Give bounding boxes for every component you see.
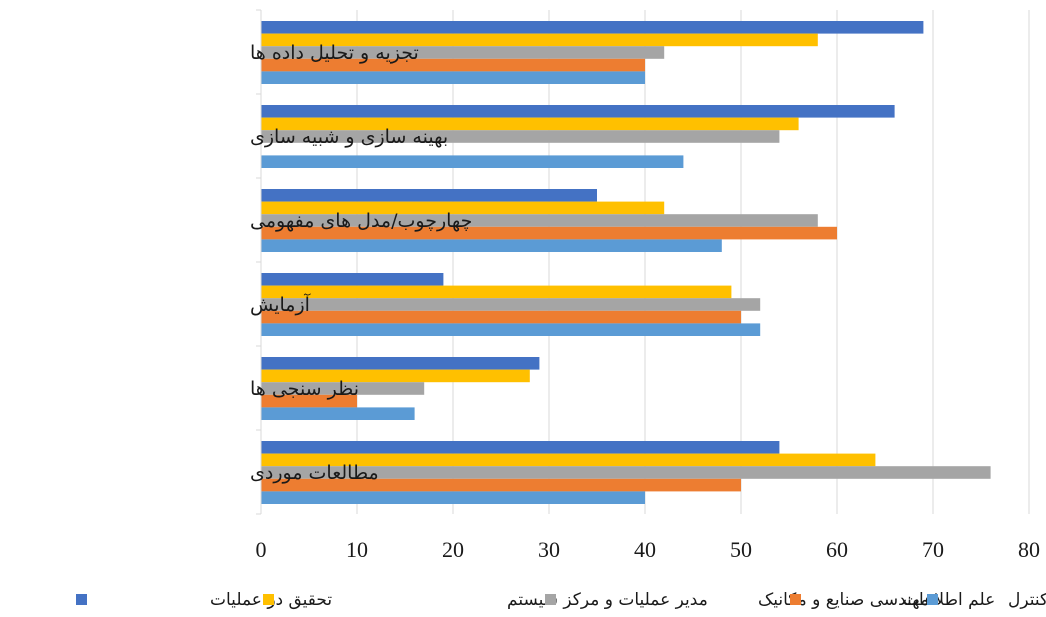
bar (261, 285, 732, 299)
category-label: آزمایش (250, 292, 311, 316)
legend-label: کنترل (1008, 590, 1046, 610)
bar (261, 323, 761, 336)
legend-swatch (790, 594, 801, 605)
category-axis (256, 9, 262, 515)
legend-label: علم اطلاعات (903, 590, 995, 610)
bar (261, 239, 722, 252)
bar (261, 58, 645, 72)
bar (261, 369, 530, 383)
bar (261, 491, 645, 504)
bar (261, 117, 799, 131)
legend-swatch (927, 594, 938, 605)
x-tick-label: 80 (1018, 537, 1040, 562)
bar (261, 105, 895, 118)
bar (261, 453, 876, 467)
x-tick-label: 50 (730, 537, 752, 562)
bar (261, 357, 540, 370)
bar (261, 466, 991, 479)
bar (261, 298, 761, 311)
x-tick-label: 30 (538, 537, 560, 562)
category-labels: تجزیه و تحلیل داده ها بهینه سازی و شبیه س… (250, 42, 472, 484)
bar (261, 394, 357, 408)
bar (261, 33, 818, 47)
bar (261, 478, 741, 492)
bar (261, 441, 780, 454)
bar (261, 71, 645, 84)
legend-swatch (76, 594, 87, 605)
x-tick-label: 70 (922, 537, 944, 562)
category-label: بهینه سازی و شبیه سازی (250, 126, 448, 148)
bar (261, 226, 837, 240)
x-tick-label: 20 (442, 537, 464, 562)
bar (261, 201, 665, 215)
legend: تحقیق در عملیات مدیر عملیات و مرکز سیستم م… (76, 590, 1046, 610)
legend-swatch (545, 594, 556, 605)
x-tick-label: 60 (826, 537, 848, 562)
grid-lines (356, 10, 1030, 514)
bar (261, 189, 597, 202)
x-tick-labels: 0 10 20 30 40 50 60 70 80 (256, 537, 1041, 562)
bar (261, 310, 741, 324)
bar (261, 46, 665, 59)
bar (261, 273, 444, 286)
category-label: تجزیه و تحلیل داده ها (250, 42, 419, 64)
bar (261, 21, 924, 34)
x-tick-label: 10 (346, 537, 368, 562)
legend-swatch (263, 594, 274, 605)
bar (261, 382, 425, 395)
legend-label: مدیر عملیات و مرکز سیستم (507, 590, 708, 610)
bar (261, 155, 684, 168)
bar (261, 130, 780, 143)
category-label: مطالعات موردی (250, 462, 379, 484)
x-tick-label: 40 (634, 537, 656, 562)
x-tick-label: 0 (256, 537, 267, 562)
category-label: نظر سنجی ها (250, 378, 359, 400)
bar (261, 407, 415, 420)
bar (261, 214, 818, 227)
category-label: چهارچوب/مدل های مفهومی (250, 210, 472, 232)
bars (261, 21, 991, 504)
